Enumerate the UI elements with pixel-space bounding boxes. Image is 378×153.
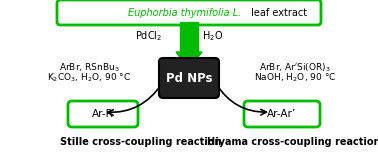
FancyBboxPatch shape (68, 101, 138, 127)
FancyBboxPatch shape (159, 58, 219, 98)
Text: Ar-R: Ar-R (92, 109, 114, 119)
Text: Pd NPs: Pd NPs (166, 71, 212, 84)
Text: K$_2$CO$_3$, H$_2$O, 90 °C: K$_2$CO$_3$, H$_2$O, 90 °C (47, 72, 131, 84)
Text: leaf extract: leaf extract (248, 8, 307, 18)
Polygon shape (180, 22, 198, 68)
FancyBboxPatch shape (244, 101, 320, 127)
Text: Euphorbia thymifolia L.: Euphorbia thymifolia L. (128, 8, 241, 18)
Text: Stille cross-coupling reaction: Stille cross-coupling reaction (60, 137, 222, 147)
Text: H$_2$O: H$_2$O (202, 29, 223, 43)
Text: NaOH, H$_2$O, 90 °C: NaOH, H$_2$O, 90 °C (254, 72, 336, 84)
Polygon shape (176, 52, 202, 68)
Text: PdCl$_2$: PdCl$_2$ (135, 29, 162, 43)
Text: Ar-Ar’: Ar-Ar’ (267, 109, 297, 119)
FancyBboxPatch shape (57, 0, 321, 25)
Text: Hiyama cross-coupling reaction: Hiyama cross-coupling reaction (207, 137, 378, 147)
Text: ArBr, Ar$'$Si(OR)$_3$: ArBr, Ar$'$Si(OR)$_3$ (259, 62, 331, 74)
Text: ArBr, RSnBu$_3$: ArBr, RSnBu$_3$ (59, 62, 119, 74)
